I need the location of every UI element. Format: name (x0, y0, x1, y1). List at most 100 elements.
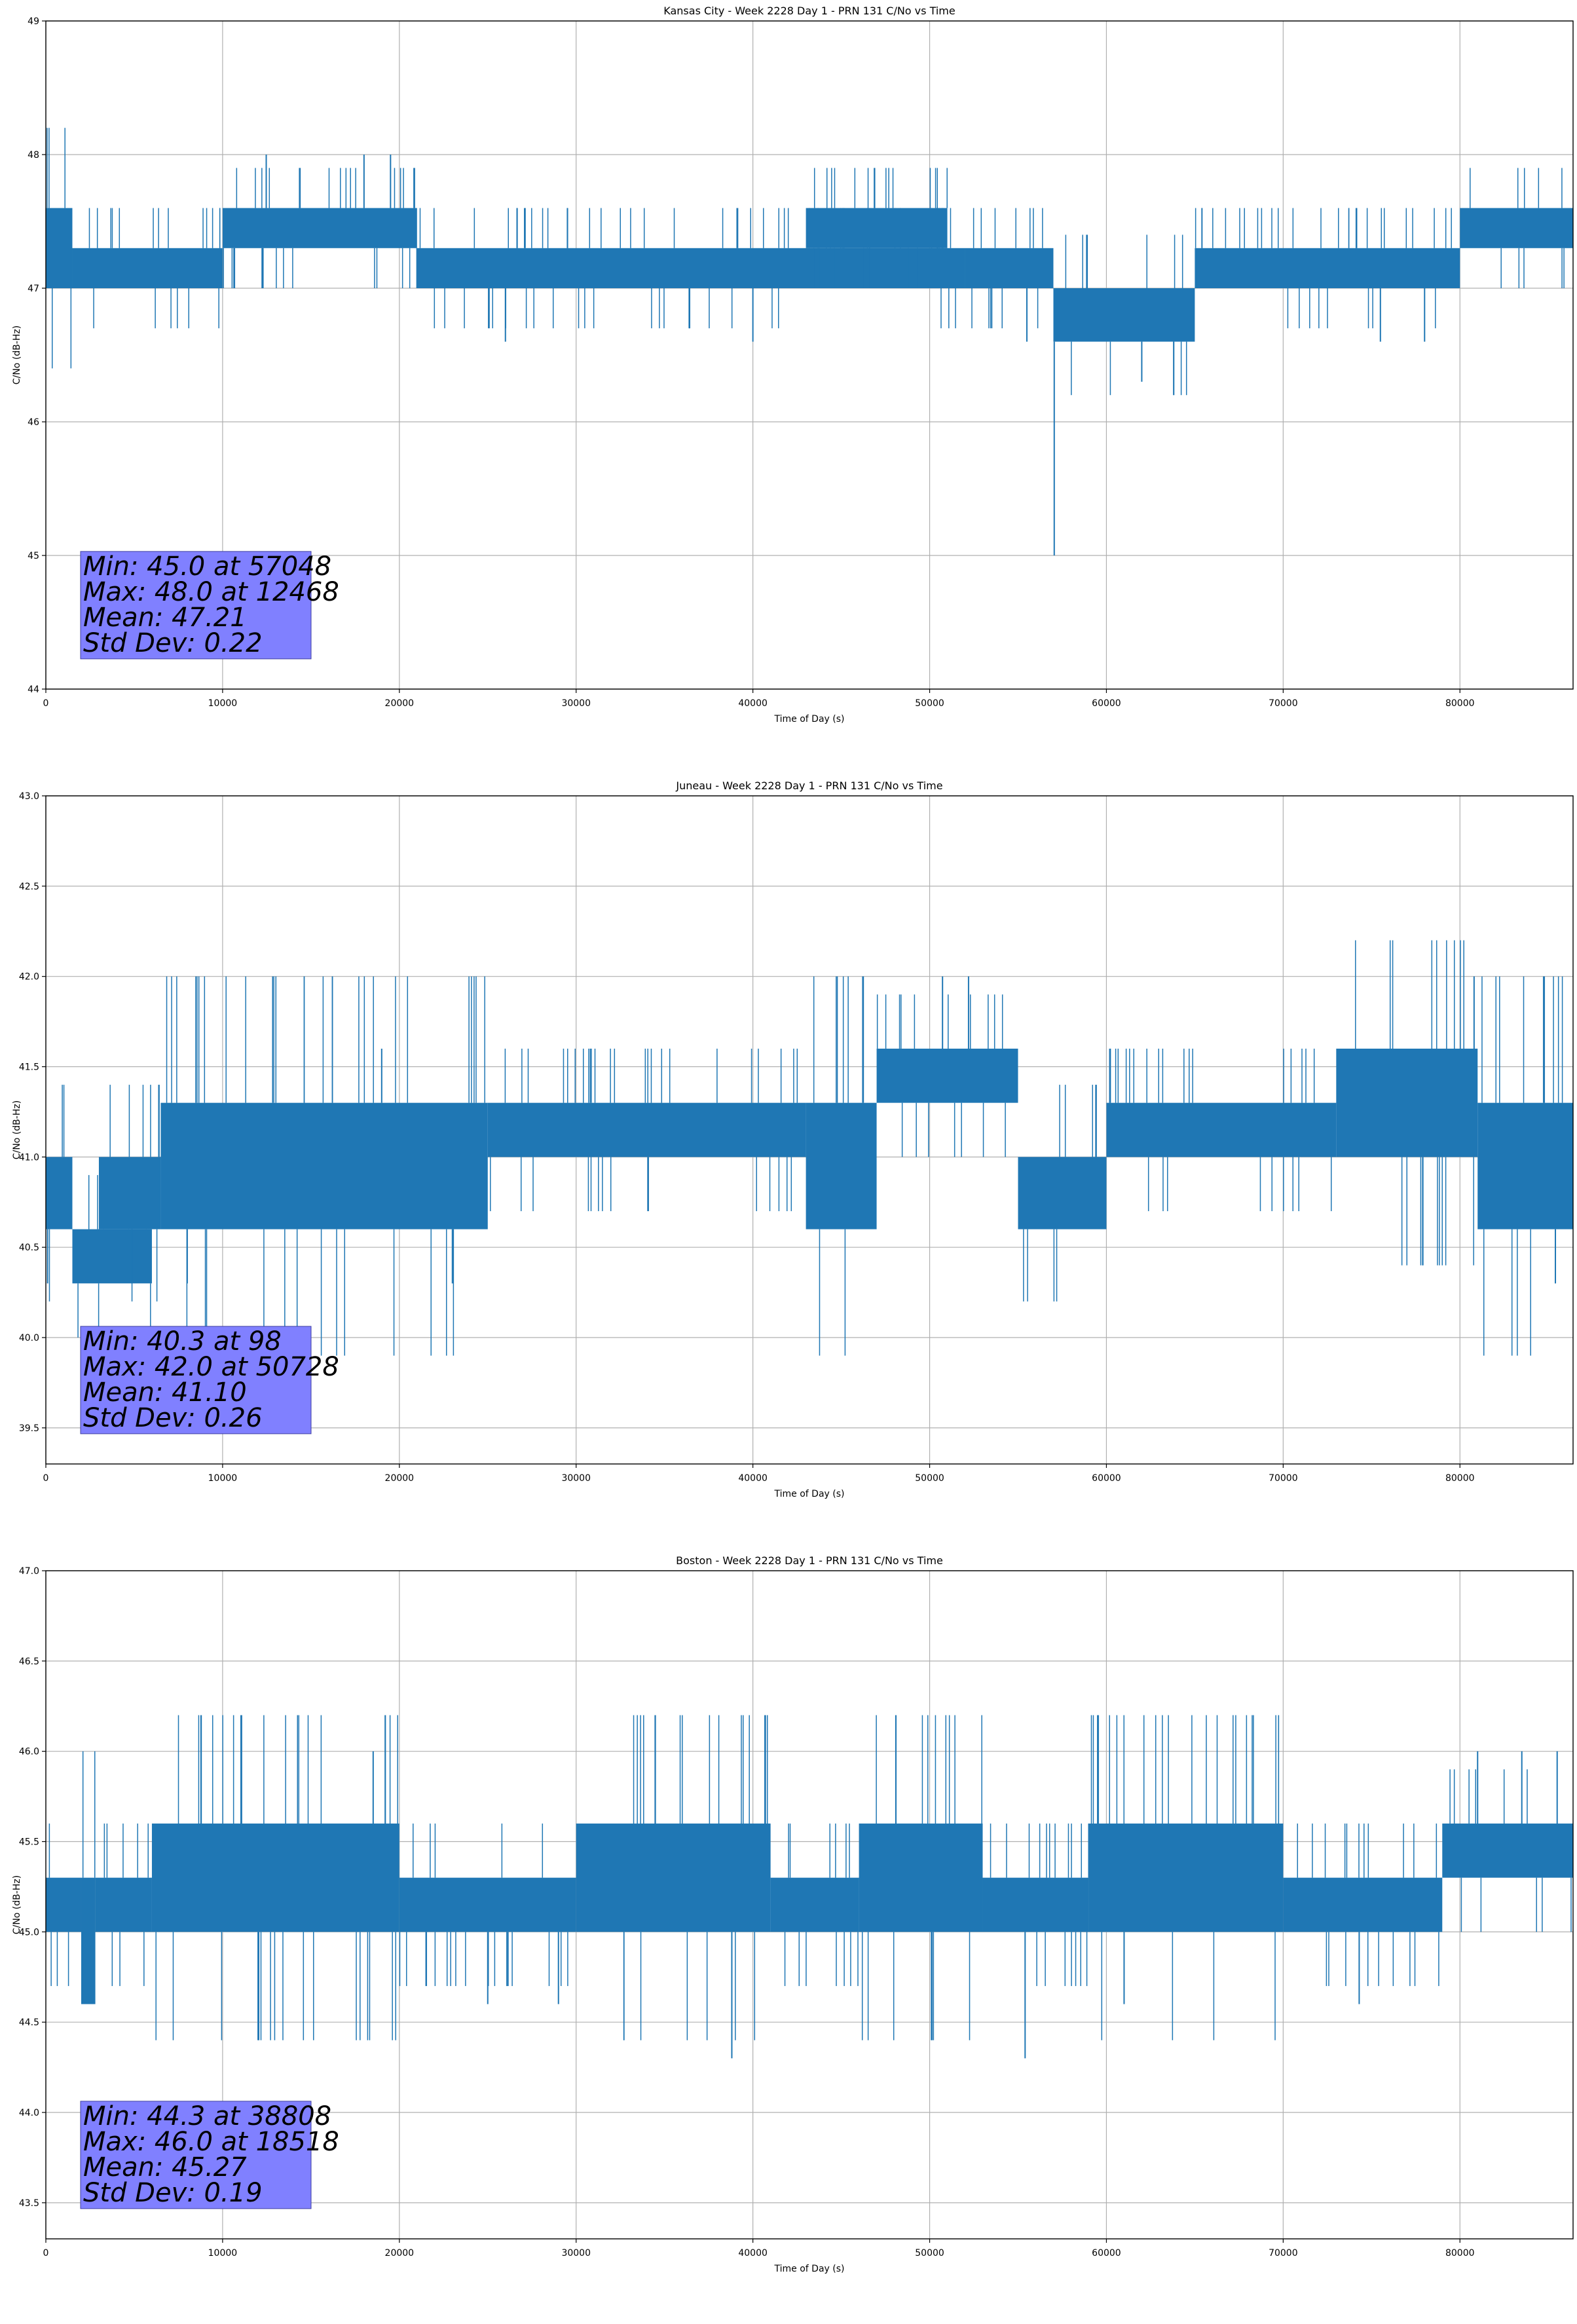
series-band (806, 208, 948, 248)
stats-line: Mean: 47.21 (83, 603, 247, 633)
y-tick-label: 44.0 (19, 2108, 39, 2118)
x-tick-label: 40000 (738, 1473, 768, 1484)
x-tick-label: 50000 (915, 698, 944, 709)
series-band (1336, 1048, 1478, 1157)
y-tick-label: 41.5 (19, 1062, 39, 1073)
x-axis-label: Time of Day (s) (774, 2264, 845, 2274)
y-tick-label: 39.5 (19, 1423, 39, 1434)
chart-kansas-city: 0 10000 20000 30000 40000 50000 60000 70000 8000… (12, 5, 1574, 724)
x-tick-label: 60000 (1092, 698, 1121, 709)
y-tick-label: 48 (28, 150, 39, 160)
x-tick-label: 20000 (385, 2248, 415, 2258)
series-line (46, 1715, 1573, 2059)
x-tick-label: 20000 (385, 698, 415, 709)
series-band (1477, 1102, 1573, 1229)
y-tick-label: 42.5 (19, 882, 39, 892)
stats-line: Min: 40.3 at 98 (83, 1326, 282, 1357)
series-band (487, 1102, 806, 1157)
x-tick-label: 40000 (738, 2248, 768, 2258)
y-axis-label: C/No (dB-Hz) (12, 326, 22, 384)
stats-line: Min: 45.0 at 57048 (83, 552, 331, 582)
y-tick-label: 41.0 (19, 1152, 39, 1163)
x-tick-label: 60000 (1092, 1473, 1121, 1484)
y-tick-label: 45.5 (19, 1837, 39, 1848)
series-band (98, 1157, 161, 1229)
y-tick-label: 47 (28, 284, 39, 294)
chart-title: Kansas City - Week 2228 Day 1 - PRN 131 … (663, 5, 955, 17)
series-band (1460, 208, 1573, 248)
series-line (46, 940, 1573, 1356)
x-tick-label: 0 (43, 2248, 49, 2258)
x-tick-label: 80000 (1445, 698, 1475, 709)
series-band (1442, 1823, 1573, 1878)
x-axis-label: Time of Day (s) (774, 714, 845, 724)
y-tick-label: 44 (28, 684, 39, 695)
series-band (1283, 1877, 1443, 1932)
y-tick-label: 49 (28, 16, 39, 27)
stats-line: Max: 42.0 at 50728 (83, 1352, 339, 1382)
x-axis-label: Time of Day (s) (774, 1489, 845, 1499)
x-tick-label: 80000 (1445, 2248, 1475, 2258)
series-band (417, 248, 965, 288)
series-band (222, 208, 417, 248)
y-tick-label: 45 (28, 551, 39, 561)
y-tick-label: 46.5 (19, 1657, 39, 1667)
y-tick-label: 40.0 (19, 1333, 39, 1343)
plot-frame (45, 20, 1574, 690)
chart-juneau: 0 10000 20000 30000 40000 50000 60000 70000 8000… (12, 779, 1574, 1499)
stats-box (80, 2101, 312, 2209)
y-tick-label: 46.0 (19, 1747, 39, 1757)
x-tick-label: 80000 (1445, 1473, 1475, 1484)
series-band (46, 1157, 73, 1229)
series-band (770, 1877, 859, 1932)
stats-line: Max: 48.0 at 12468 (83, 577, 339, 607)
y-tick-label: 45.0 (19, 1927, 39, 1938)
x-tick-label: 10000 (208, 1473, 238, 1484)
x-tick-label: 70000 (1269, 2248, 1298, 2258)
series-band (982, 1877, 1089, 1932)
x-tick-label: 30000 (561, 1473, 591, 1484)
x-tick-label: 30000 (561, 2248, 591, 2258)
series-band (399, 1877, 576, 1932)
chart-title: Juneau - Week 2228 Day 1 - PRN 131 C/No … (675, 779, 942, 792)
y-tick-label: 43.5 (19, 2198, 39, 2209)
x-tick-label: 0 (43, 1473, 49, 1484)
stats-line: Min: 44.3 at 38808 (83, 2101, 331, 2131)
x-tick-label: 30000 (561, 698, 591, 709)
series-band (1053, 288, 1195, 342)
x-tick-label: 20000 (385, 1473, 415, 1484)
series-band (876, 1048, 1018, 1103)
stats-line: Std Dev: 0.22 (83, 628, 263, 658)
series-band (160, 1102, 488, 1229)
stats-box (80, 1326, 312, 1434)
x-tick-label: 60000 (1092, 2248, 1121, 2258)
stats-line: Std Dev: 0.19 (83, 2178, 263, 2208)
chart-title: Boston - Week 2228 Day 1 - PRN 131 C/No … (676, 1554, 943, 1567)
y-tick-label: 42.0 (19, 972, 39, 983)
y-axis-label: C/No (dB-Hz) (12, 1100, 22, 1159)
x-tick-label: 10000 (208, 2248, 238, 2258)
series-band (965, 248, 1054, 288)
y-tick-label: 40.5 (19, 1243, 39, 1253)
series-band (72, 248, 223, 288)
stats-line: Mean: 41.10 (83, 1378, 247, 1408)
x-tick-label: 40000 (738, 698, 768, 709)
series-band (46, 208, 73, 288)
y-tick-label: 46 (28, 417, 39, 428)
series-band (1088, 1823, 1284, 1932)
y-tick-label: 47.0 (19, 1566, 39, 1577)
x-tick-label: 0 (43, 698, 49, 709)
series-band (81, 1877, 96, 2004)
series-band (95, 1877, 152, 1932)
series-band (1018, 1157, 1107, 1229)
y-axis-label: C/No (dB-Hz) (12, 1875, 22, 1934)
plot-frame (45, 1570, 1574, 2240)
y-tick-label: 43.0 (19, 791, 39, 802)
series-line (46, 128, 1573, 555)
stats-line: Std Dev: 0.26 (83, 1403, 263, 1433)
stats-line: Mean: 45.27 (83, 2152, 247, 2183)
stats-box (80, 551, 312, 660)
x-tick-label: 10000 (208, 698, 238, 709)
series-band (151, 1823, 399, 1932)
series-band (1106, 1102, 1337, 1157)
